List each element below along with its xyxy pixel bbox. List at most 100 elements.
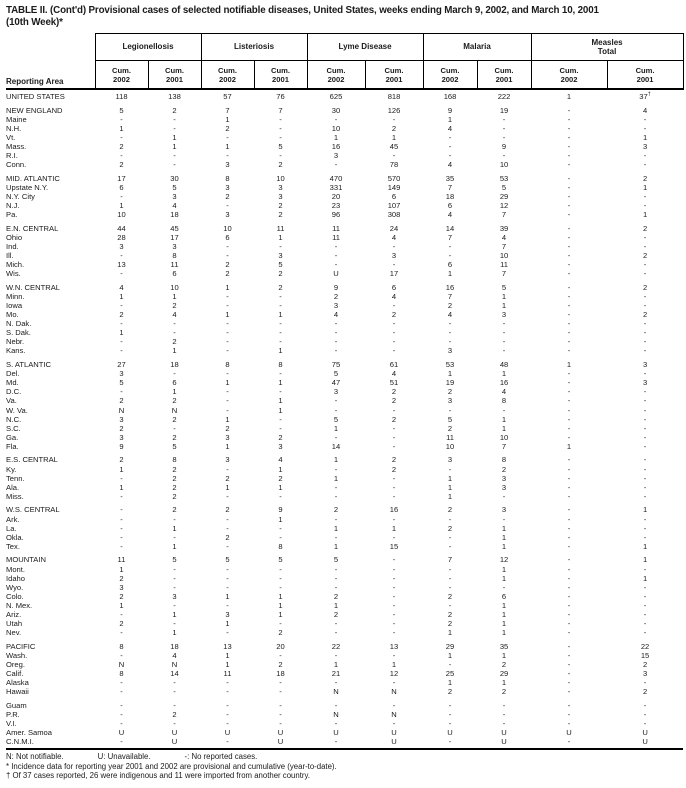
- table-row: Wis. -6 2 2 U 17 1 7- -: [6, 269, 683, 278]
- value-cell: 1: [642, 182, 648, 192]
- table-row: D.C. - 1 - - 3 2 2 4 - -: [6, 387, 683, 396]
- value-cell: 53: [499, 173, 509, 183]
- value-cell: -: [567, 582, 571, 592]
- value-cell: 8: [172, 251, 177, 260]
- value-cell: N: [171, 659, 178, 669]
- value-cell: -: [226, 541, 229, 551]
- value-cell: -: [567, 369, 571, 379]
- value-cell: -: [567, 678, 571, 688]
- row-label: C.N.M.I.: [6, 737, 95, 751]
- value-cell: -: [173, 687, 176, 697]
- table-row: Ohio 28 17 6 1 11 4 7 4- -: [6, 233, 683, 242]
- value-cell: 8: [225, 173, 230, 183]
- value-cell: -: [567, 564, 571, 574]
- table-row: Ala. 1 2 1 1 - - 1 3 - -: [6, 483, 683, 492]
- value-cell: 4: [501, 232, 507, 242]
- value-cell: -: [279, 700, 282, 710]
- value-cell: -: [226, 337, 229, 347]
- value-cell: -: [643, 482, 647, 492]
- value-cell: 10: [276, 173, 285, 183]
- value-cell: -: [392, 609, 396, 619]
- value-cell: 19: [445, 378, 455, 388]
- row-label: Nev.: [6, 628, 22, 638]
- row-label: Amer. Samoa: [6, 728, 53, 738]
- value-cell: -: [226, 464, 229, 474]
- value-cell: -: [448, 251, 452, 260]
- value-cell: 1: [225, 482, 230, 492]
- value-cell: -: [567, 223, 571, 233]
- value-cell: 1: [501, 573, 507, 583]
- value-cell: 2: [391, 464, 397, 474]
- value-cell: 149: [387, 182, 401, 192]
- value-cell: -: [392, 114, 396, 124]
- value-cell: 1: [225, 310, 230, 320]
- value-cell: -: [226, 491, 229, 501]
- value-cell: 6: [172, 269, 177, 279]
- value-cell: -: [567, 232, 571, 242]
- value-cell: -: [279, 291, 282, 301]
- row-label: Pa.: [6, 210, 18, 220]
- value-cell: -: [392, 591, 396, 601]
- value-cell: -: [173, 114, 176, 124]
- value-cell: -: [173, 369, 176, 379]
- row-label: Ariz.: [6, 609, 22, 619]
- value-cell: 1: [278, 378, 283, 388]
- value-cell: N: [118, 659, 125, 669]
- value-cell: -: [643, 387, 647, 397]
- value-cell: 6: [447, 201, 453, 211]
- value-cell: -: [643, 151, 647, 161]
- value-cell: 16: [499, 378, 509, 388]
- value-cell: 10: [499, 160, 509, 170]
- row-label: Guam: [6, 700, 27, 710]
- value-cell: 27: [117, 360, 126, 370]
- value-cell: -: [279, 114, 282, 124]
- value-cell: -: [173, 423, 176, 433]
- table-row: Iowa - 2 - - 3 - 2 1 - -: [6, 301, 683, 310]
- value-cell: -: [643, 423, 647, 433]
- value-cell: -: [226, 687, 229, 697]
- value-cell: -: [120, 650, 123, 660]
- table-row: Oreg. N N 1 2 1 1 - 2 - 2: [6, 660, 683, 669]
- value-cell: -: [567, 573, 571, 583]
- value-cell: -: [226, 346, 229, 356]
- value-cell: -: [643, 678, 647, 688]
- row-label: Ark.: [6, 514, 20, 524]
- value-cell: -: [226, 405, 229, 415]
- value-cell: 10: [499, 432, 509, 442]
- value-cell: -: [643, 260, 647, 270]
- value-cell: -: [643, 628, 647, 638]
- value-cell: 1: [447, 369, 453, 379]
- value-cell: -: [226, 300, 229, 310]
- value-cell: -: [643, 564, 647, 574]
- value-cell: -: [226, 251, 229, 260]
- value-cell: -: [120, 151, 123, 161]
- value-cell: -: [392, 405, 396, 415]
- table-row: Upstate N.Y. 6 5 3 3 331 149 7 5 - 1: [6, 183, 683, 192]
- row-label: R.I.: [6, 151, 18, 161]
- value-cell: 2: [278, 473, 283, 483]
- value-cell: -: [567, 555, 571, 565]
- value-cell: 2: [172, 709, 177, 719]
- value-cell: -: [502, 319, 506, 329]
- row-label: V.I.: [6, 719, 17, 728]
- value-cell: -: [448, 337, 452, 347]
- value-cell: -: [643, 414, 647, 424]
- value-cell: -: [120, 191, 123, 201]
- value-cell: 1: [501, 423, 507, 433]
- value-cell: -: [334, 328, 338, 338]
- value-cell: -: [279, 319, 282, 329]
- value-cell: -: [567, 123, 571, 133]
- value-cell: 4: [642, 105, 648, 115]
- row-label: W.S. CENTRAL: [6, 505, 60, 515]
- value-cell: 20: [276, 641, 285, 651]
- value-cell: 3: [391, 251, 397, 260]
- value-cell: -: [392, 337, 396, 347]
- value-cell: -: [392, 532, 396, 542]
- value-cell: -: [448, 151, 452, 161]
- value-cell: 9: [278, 505, 283, 515]
- value-cell: 2: [119, 455, 124, 465]
- value-cell: 2: [172, 300, 177, 310]
- value-cell: 30: [331, 105, 341, 115]
- value-cell: -: [392, 441, 396, 451]
- value-cell: 7: [447, 232, 453, 242]
